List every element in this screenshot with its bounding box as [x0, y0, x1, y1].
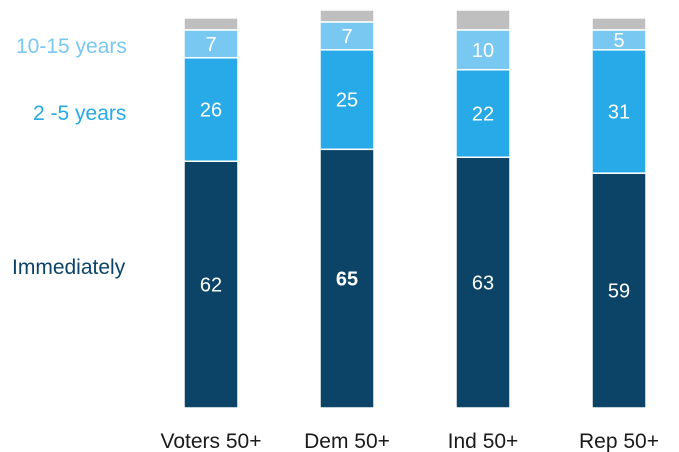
- category-label: Ind 50+: [448, 430, 519, 452]
- category-label: Dem 50+: [304, 430, 390, 452]
- bar-segment: [591, 172, 647, 409]
- data-label: 59: [608, 281, 630, 303]
- data-label: 63: [472, 273, 494, 295]
- legend-label-10-15-years: 10-15 years: [16, 35, 127, 58]
- legend-label-2-5-years: 2 -5 years: [33, 102, 127, 125]
- bar-segment: [455, 156, 511, 409]
- data-label: 25: [336, 90, 358, 112]
- bar-segment: [183, 160, 239, 409]
- bar-segment: [319, 9, 375, 23]
- data-label: 10: [472, 40, 494, 62]
- data-label: 5: [613, 30, 624, 52]
- data-label: 62: [200, 275, 222, 297]
- data-label: 7: [341, 26, 352, 48]
- data-label: 26: [200, 100, 222, 122]
- category-label: Voters 50+: [161, 430, 262, 452]
- legend-label-immediately: Immediately: [12, 256, 126, 279]
- bar-segment: [455, 29, 511, 71]
- category-label: Rep 50+: [579, 430, 659, 452]
- bar-segment: [455, 68, 511, 159]
- bar-segment: [183, 17, 239, 31]
- bar-segment: [591, 17, 647, 31]
- data-label: 7: [205, 34, 216, 56]
- data-label: 31: [608, 101, 630, 123]
- data-label: 65: [336, 269, 358, 291]
- bar-segment: [455, 9, 511, 31]
- bar-segment: [183, 57, 239, 162]
- data-label: 22: [472, 103, 494, 125]
